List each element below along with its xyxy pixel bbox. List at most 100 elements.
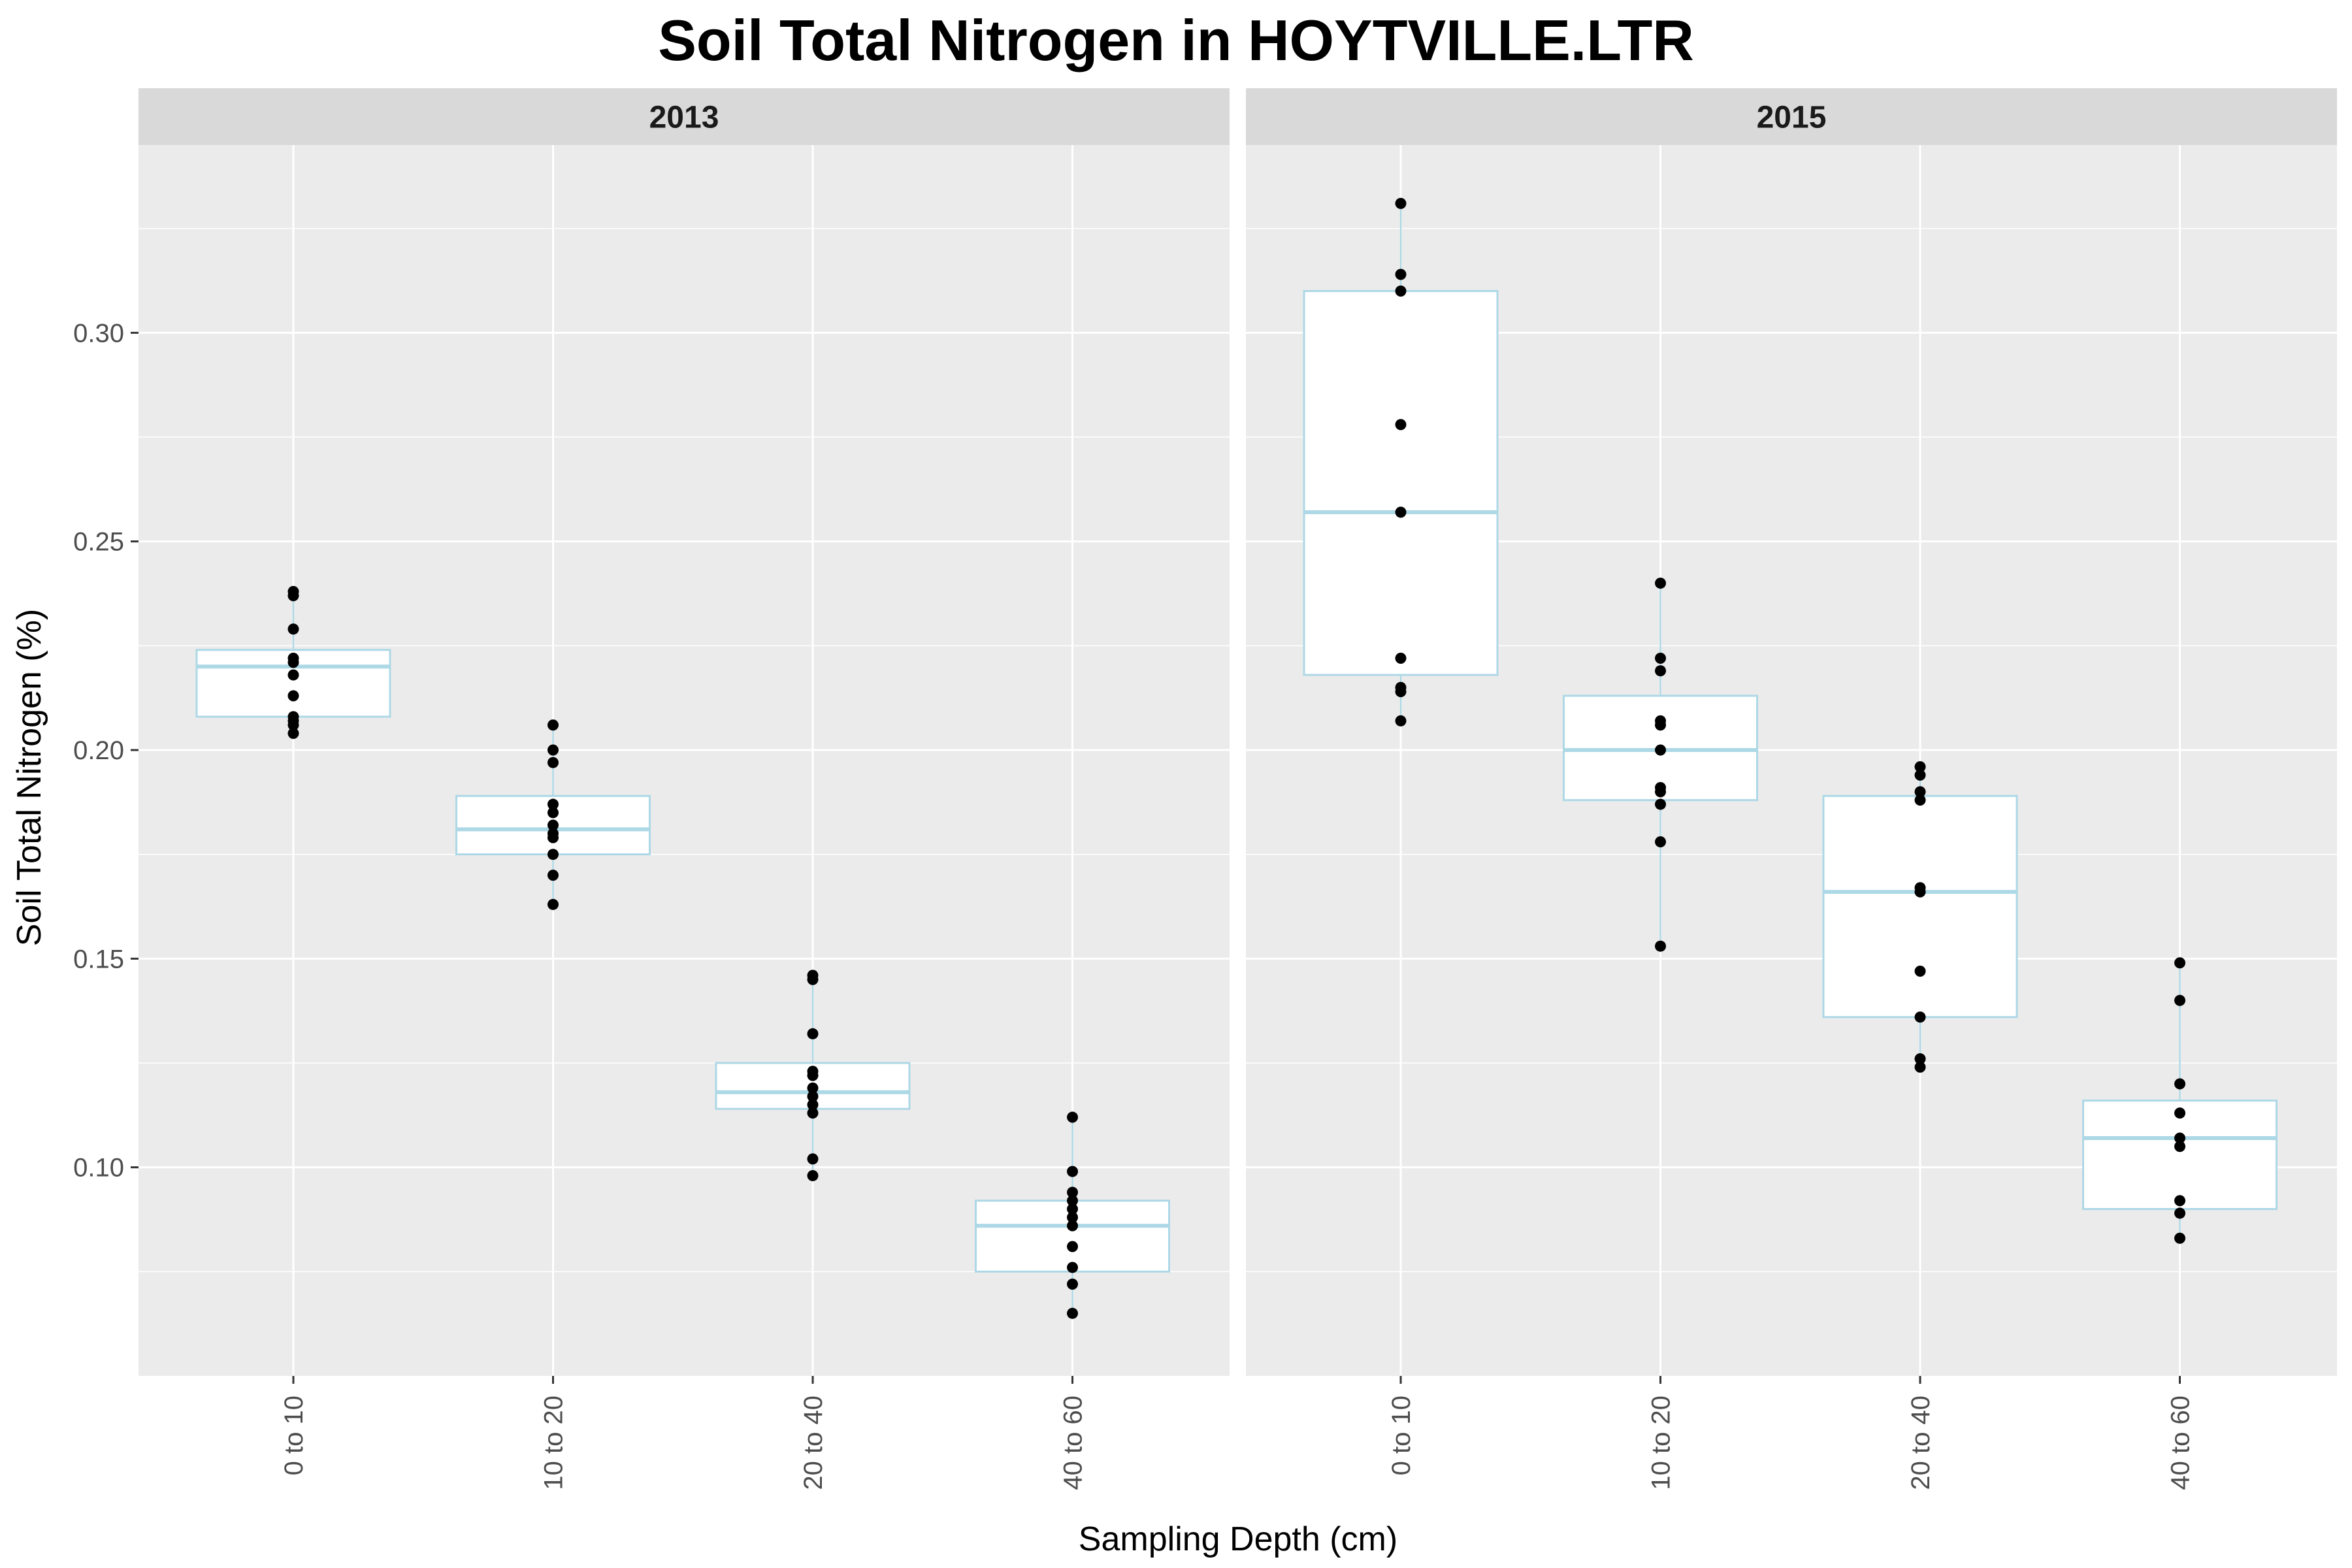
data-point bbox=[547, 870, 559, 881]
data-point bbox=[287, 623, 299, 635]
data-point bbox=[1914, 886, 1926, 898]
y-axis-title: Soil Total Nitrogen (%) bbox=[10, 609, 48, 946]
data-point bbox=[807, 1090, 819, 1102]
data-point bbox=[1655, 786, 1666, 798]
data-point bbox=[287, 719, 299, 731]
data-point bbox=[2174, 994, 2185, 1006]
data-point bbox=[2174, 1232, 2185, 1244]
data-point bbox=[2174, 1195, 2185, 1207]
data-point bbox=[547, 898, 559, 910]
box-2015-20 to 40 bbox=[1822, 761, 2018, 1073]
data-point bbox=[1067, 1211, 1078, 1223]
box-iqr bbox=[2082, 1099, 2278, 1211]
data-point bbox=[1067, 1220, 1078, 1232]
data-point bbox=[287, 690, 299, 702]
box-2015-40 to 60 bbox=[2082, 957, 2278, 1244]
y-tick-label: 0.15 bbox=[73, 945, 124, 973]
data-point bbox=[1395, 197, 1407, 209]
data-point bbox=[1914, 786, 1926, 798]
facet-strip bbox=[1246, 88, 2337, 145]
y-tick-label: 0.25 bbox=[73, 528, 124, 557]
data-point bbox=[1914, 769, 1926, 781]
panel-2015: 2015 0 to 10 10 to 20 20 to 40 40 to 60 bbox=[1246, 88, 2337, 1490]
data-point bbox=[1067, 1111, 1078, 1123]
data-point bbox=[547, 819, 559, 831]
x-tick-label: 40 to 60 bbox=[2166, 1396, 2195, 1490]
data-point bbox=[547, 849, 559, 860]
x-axis-title: Sampling Depth (cm) bbox=[1079, 1520, 1397, 1558]
data-point bbox=[1395, 506, 1407, 518]
data-point bbox=[1655, 719, 1666, 731]
x-tick-label: 0 to 10 bbox=[280, 1396, 308, 1475]
data-point bbox=[807, 973, 819, 985]
data-point bbox=[1067, 1195, 1078, 1207]
data-point bbox=[807, 1107, 819, 1119]
facet-strip bbox=[139, 88, 1230, 145]
y-tick-label: 0.30 bbox=[73, 319, 124, 348]
data-point bbox=[287, 657, 299, 668]
data-point bbox=[547, 744, 559, 756]
data-point bbox=[1395, 653, 1407, 664]
panels-layer: 2013 0 to 10 10 to 20 20 to 40 40 to 60 2015 0… bbox=[139, 88, 2337, 1490]
x-tick-label: 20 to 40 bbox=[799, 1396, 828, 1490]
data-point bbox=[547, 807, 559, 819]
data-point bbox=[287, 727, 299, 739]
data-point bbox=[547, 832, 559, 843]
data-point bbox=[1655, 836, 1666, 848]
data-point bbox=[547, 719, 559, 731]
data-point bbox=[1655, 665, 1666, 677]
data-point bbox=[1067, 1278, 1078, 1290]
data-point bbox=[1914, 794, 1926, 806]
data-point bbox=[1395, 286, 1407, 297]
y-tick-label: 0.10 bbox=[73, 1154, 124, 1183]
data-point bbox=[1914, 1053, 1926, 1065]
facet-label: 2015 bbox=[1757, 101, 1827, 135]
data-point bbox=[547, 757, 559, 768]
data-point bbox=[1914, 1011, 1926, 1023]
chart-title: Soil Total Nitrogen in HOYTVILLE.LTR bbox=[658, 8, 1694, 73]
data-point bbox=[1655, 744, 1666, 756]
y-axis: 0.10 0.15 0.20 0.25 0.30 bbox=[73, 319, 139, 1183]
panel-background bbox=[139, 145, 1230, 1376]
data-point bbox=[2174, 1207, 2185, 1219]
data-point bbox=[1655, 940, 1666, 952]
data-point bbox=[807, 1028, 819, 1039]
data-point bbox=[287, 669, 299, 681]
data-point bbox=[1067, 1186, 1078, 1198]
data-point bbox=[1395, 269, 1407, 280]
x-tick-label: 0 to 10 bbox=[1387, 1396, 1416, 1475]
data-point bbox=[2174, 957, 2185, 969]
data-point bbox=[1655, 798, 1666, 810]
box-2013-20 to 40 bbox=[715, 970, 911, 1181]
data-point bbox=[2174, 1078, 2185, 1090]
x-tick-label: 40 to 60 bbox=[1059, 1396, 1088, 1490]
x-tick-label: 10 to 20 bbox=[1647, 1396, 1676, 1490]
data-point bbox=[1067, 1262, 1078, 1273]
data-point bbox=[1914, 1061, 1926, 1073]
data-point bbox=[2174, 1132, 2185, 1144]
box-2013-10 to 20 bbox=[455, 719, 651, 910]
data-point bbox=[1067, 1241, 1078, 1252]
data-point bbox=[287, 590, 299, 602]
box-2015-10 to 20 bbox=[1563, 578, 1758, 952]
x-tick-label: 20 to 40 bbox=[1906, 1396, 1935, 1490]
panel-2013: 2013 0 to 10 10 to 20 20 to 40 40 to 60 bbox=[139, 88, 1230, 1490]
box-2013-40 to 60 bbox=[975, 1111, 1170, 1319]
data-point bbox=[1914, 761, 1926, 773]
box-iqr bbox=[1303, 290, 1499, 676]
data-point bbox=[1395, 686, 1407, 698]
data-point bbox=[1067, 1307, 1078, 1319]
data-point bbox=[547, 798, 559, 810]
data-point bbox=[1655, 578, 1666, 589]
data-point bbox=[807, 1070, 819, 1081]
data-point bbox=[1067, 1203, 1078, 1215]
data-point bbox=[807, 1099, 819, 1111]
data-point bbox=[807, 1153, 819, 1165]
data-point bbox=[1395, 419, 1407, 431]
data-point bbox=[2174, 1107, 2185, 1119]
box-2015-0 to 10 bbox=[1303, 197, 1499, 727]
data-point bbox=[1067, 1166, 1078, 1177]
x-tick-label: 10 to 20 bbox=[540, 1396, 568, 1490]
y-tick-label: 0.20 bbox=[73, 736, 124, 765]
